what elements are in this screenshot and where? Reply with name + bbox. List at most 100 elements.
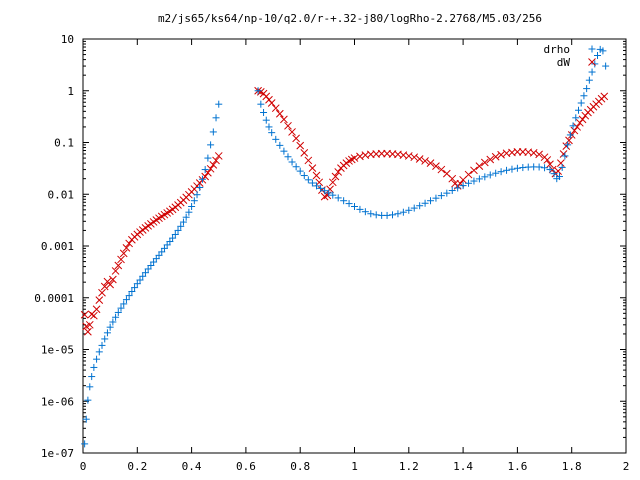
- drho-point: [317, 184, 325, 192]
- drho-point: [399, 208, 407, 216]
- drho-point: [106, 323, 114, 331]
- drho-point: [432, 194, 440, 202]
- drho-point: [583, 85, 591, 93]
- drho-point: [284, 153, 292, 161]
- drho-point: [262, 116, 270, 124]
- drho-point: [139, 272, 147, 280]
- drho-point: [564, 141, 572, 149]
- drho-point: [174, 226, 182, 234]
- dW-point: [214, 152, 223, 160]
- dW-point: [432, 162, 440, 170]
- drho-point: [555, 173, 563, 181]
- drho-point: [475, 175, 483, 183]
- drho-point: [465, 179, 473, 187]
- drho-point: [198, 175, 206, 183]
- drho-point: [304, 176, 312, 184]
- drho-point: [207, 141, 215, 149]
- drho-point: [131, 284, 139, 292]
- drho-point: [546, 166, 554, 174]
- legend-label-dW: dW: [557, 56, 571, 69]
- y-tick-label: 0.001: [41, 240, 74, 253]
- x-tick-label: 1.4: [453, 460, 473, 473]
- y-tick-label: 0.1: [54, 137, 74, 150]
- drho-point: [300, 172, 308, 180]
- drho-point: [101, 335, 109, 343]
- dW-point: [421, 157, 429, 165]
- dW-point: [114, 261, 123, 270]
- dW-point: [334, 168, 343, 176]
- drho-point: [215, 100, 223, 108]
- dW-point: [404, 152, 413, 160]
- drho-point: [513, 164, 521, 172]
- x-axis: 0 0.2 0.4 0.6 0.8 1 1.2 1.4 1.6 1.8 2: [80, 39, 629, 473]
- drho-point: [171, 230, 179, 238]
- dW-point: [328, 178, 337, 187]
- x-tick-label: 1.8: [562, 460, 582, 473]
- drho-point: [503, 166, 511, 174]
- drho-point: [558, 163, 566, 171]
- drho-point: [117, 304, 125, 312]
- dW-point: [350, 154, 359, 162]
- legend-marker-drho: [588, 45, 596, 53]
- drho-point: [158, 248, 166, 256]
- dW-point: [280, 115, 288, 124]
- drho-point: [185, 208, 193, 216]
- dW-point: [437, 165, 446, 174]
- drho-point: [103, 329, 111, 337]
- drho-point: [204, 154, 212, 162]
- drho-point: [572, 114, 580, 122]
- drho-point: [329, 191, 337, 199]
- drho-point: [443, 189, 451, 197]
- drho-point: [114, 308, 122, 316]
- dW-point: [497, 150, 505, 159]
- drho-point: [569, 122, 577, 130]
- drho-point: [325, 189, 333, 197]
- drho-point: [312, 182, 320, 190]
- x-tick-label: 1.2: [399, 460, 419, 473]
- y-tick-label: 0.0001: [34, 292, 74, 305]
- dW-point: [212, 156, 220, 165]
- dW-point: [117, 255, 125, 264]
- dW-point: [426, 159, 435, 167]
- dW-point: [331, 172, 340, 181]
- drho-point: [254, 87, 262, 95]
- drho-point: [122, 296, 130, 304]
- dW-point: [600, 92, 609, 101]
- drho-point: [90, 363, 98, 371]
- drho-point: [276, 141, 284, 149]
- drho-point: [86, 383, 94, 391]
- y-tick-label: 1e-05: [41, 344, 74, 357]
- drho-point: [372, 211, 380, 219]
- drho-point: [136, 276, 144, 284]
- dW-point: [304, 156, 313, 165]
- dW-point: [300, 149, 309, 157]
- dW-point: [326, 185, 334, 194]
- chart-title: m2/js65/ks64/np-10/q2.0/r-+.32-j80/logRh…: [158, 12, 542, 25]
- legend-marker-dW: [588, 58, 596, 66]
- drho-point: [288, 158, 296, 166]
- drho-point: [497, 168, 505, 176]
- drho-point: [486, 171, 494, 179]
- drho-point: [470, 177, 478, 185]
- drho-point: [492, 169, 500, 177]
- drho-point: [437, 192, 445, 200]
- dW-point: [209, 160, 218, 169]
- dW-point: [312, 171, 321, 180]
- dW-point: [513, 147, 522, 156]
- drho-point: [588, 68, 596, 76]
- drho-point: [169, 234, 177, 242]
- legend-label-drho: drho: [544, 43, 571, 56]
- drho-point: [212, 114, 220, 122]
- y-axis: 1e-07 1e-06 1e-05 0.0001 0.001 0.01 0.1 1 10: [34, 33, 626, 460]
- x-tick-label: 1: [351, 460, 358, 473]
- drho-point: [81, 440, 89, 448]
- drho-point: [257, 100, 265, 108]
- drho-point: [591, 60, 599, 68]
- drho-point: [602, 62, 610, 70]
- drho-point: [351, 202, 358, 210]
- drho-point: [550, 170, 558, 178]
- dW-point: [556, 159, 565, 167]
- dW-point: [292, 134, 300, 143]
- drho-point: [196, 184, 204, 192]
